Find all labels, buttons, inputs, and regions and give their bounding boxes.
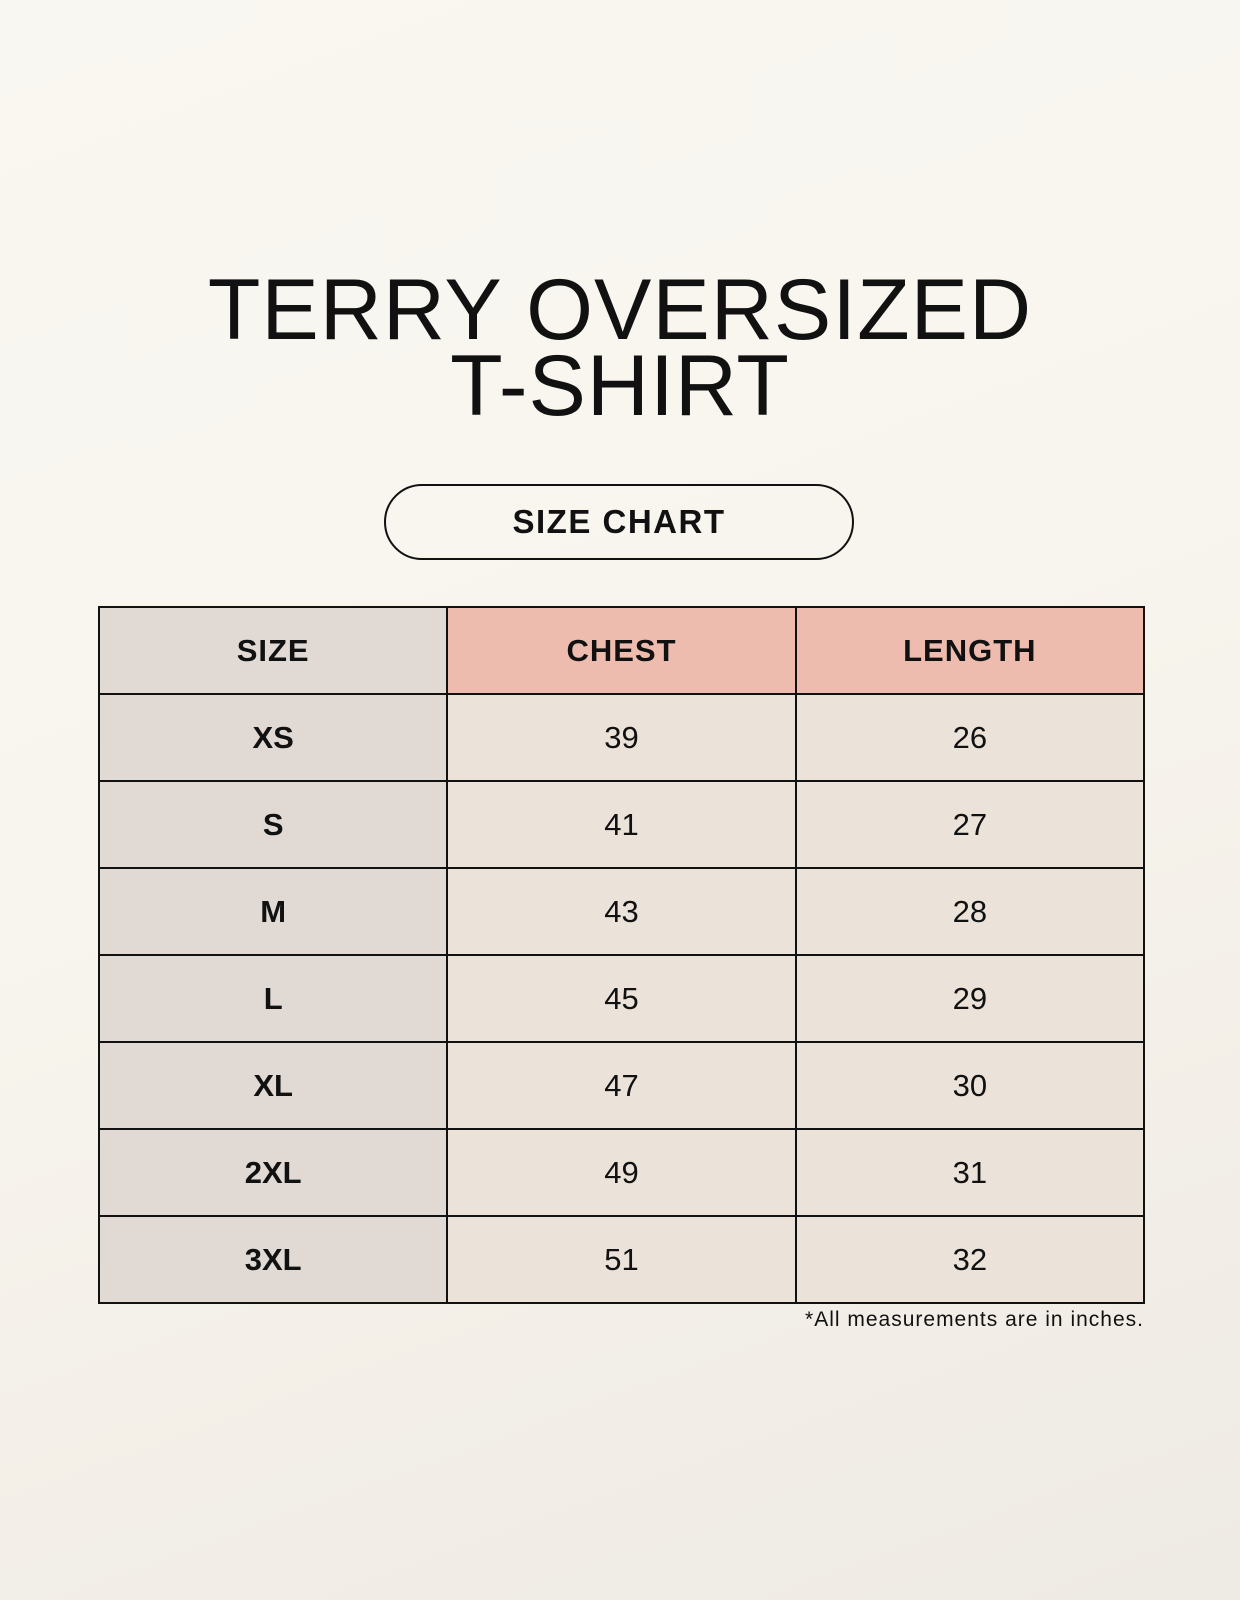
- cell-chest: 39: [446, 693, 797, 782]
- cell-chest: 47: [446, 1041, 797, 1130]
- size-chart-table: SIZE CHEST LENGTH XS 39 26 S 41 27 M 43 28 L 45 29 X…: [97, 606, 1146, 1304]
- table-row: M 43 28: [97, 867, 1146, 956]
- header-size: SIZE: [97, 606, 449, 695]
- header-length: LENGTH: [794, 606, 1146, 695]
- page-title: TERRY OVERSIZED T-SHIRT: [0, 262, 1240, 434]
- cell-chest: 43: [446, 867, 797, 956]
- cell-chest: 41: [446, 780, 797, 869]
- table-row: XS 39 26: [97, 693, 1146, 782]
- cell-size: XL: [97, 1041, 449, 1130]
- cell-length: 29: [794, 954, 1146, 1043]
- table-header-row: SIZE CHEST LENGTH: [97, 606, 1146, 695]
- table-row: S 41 27: [97, 780, 1146, 869]
- title-line-1: TERRY OVERSIZED: [207, 262, 1033, 358]
- size-chart-badge: SIZE CHART: [384, 484, 854, 560]
- footnote: *All measurements are in inches.: [805, 1308, 1144, 1331]
- title-line-2: T-SHIRT: [450, 338, 790, 434]
- cell-size: M: [97, 867, 449, 956]
- table-row: 2XL 49 31: [97, 1128, 1146, 1217]
- table-row: L 45 29: [97, 954, 1146, 1043]
- cell-chest: 49: [446, 1128, 797, 1217]
- cell-size: 3XL: [97, 1215, 449, 1304]
- cell-length: 30: [794, 1041, 1146, 1130]
- cell-chest: 45: [446, 954, 797, 1043]
- cell-length: 26: [794, 693, 1146, 782]
- cell-size: S: [97, 780, 449, 869]
- cell-size: 2XL: [97, 1128, 449, 1217]
- cell-length: 27: [794, 780, 1146, 869]
- table-row: 3XL 51 32: [97, 1215, 1146, 1304]
- cell-size: XS: [97, 693, 449, 782]
- cell-size: L: [97, 954, 449, 1043]
- cell-length: 32: [794, 1215, 1146, 1304]
- cell-chest: 51: [446, 1215, 797, 1304]
- header-chest: CHEST: [446, 606, 797, 695]
- cell-length: 31: [794, 1128, 1146, 1217]
- table-row: XL 47 30: [97, 1041, 1146, 1130]
- cell-length: 28: [794, 867, 1146, 956]
